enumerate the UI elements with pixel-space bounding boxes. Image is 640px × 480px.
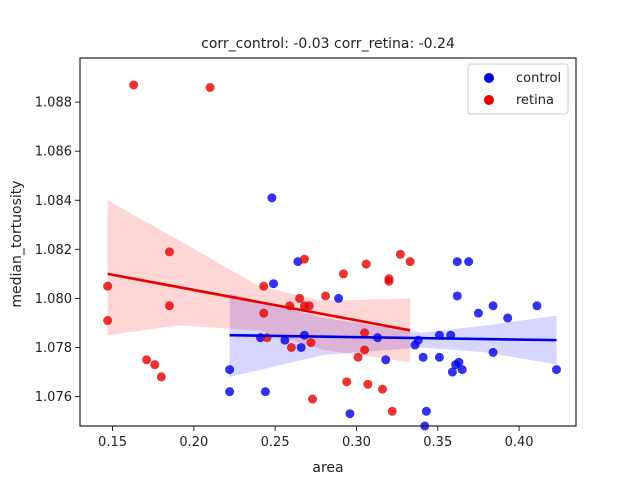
x-axis-label: area bbox=[312, 460, 343, 476]
data-point-retina bbox=[377, 384, 387, 394]
data-point-retina bbox=[387, 406, 397, 416]
data-point-control bbox=[447, 367, 457, 377]
data-point-control bbox=[473, 308, 483, 318]
data-point-retina bbox=[295, 293, 305, 303]
data-point-control bbox=[452, 291, 462, 301]
data-point-control bbox=[418, 352, 428, 362]
y-tick-label: 1.088 bbox=[35, 96, 72, 111]
data-point-control bbox=[225, 365, 235, 375]
x-tick-label: 0.20 bbox=[179, 435, 208, 450]
data-point-control bbox=[225, 387, 235, 397]
data-point-retina bbox=[405, 257, 415, 267]
legend: control retina bbox=[467, 63, 569, 115]
y-tick-label: 1.080 bbox=[35, 292, 72, 307]
y-axis-label: median_tortuosity bbox=[9, 180, 25, 307]
data-point-retina bbox=[164, 247, 174, 257]
regression-lines bbox=[107, 272, 557, 342]
data-point-control bbox=[464, 257, 474, 267]
data-point-retina bbox=[360, 328, 370, 338]
plot-frame bbox=[79, 57, 577, 427]
data-point-retina bbox=[384, 276, 394, 286]
x-tick-label: 0.40 bbox=[505, 435, 534, 450]
data-point-retina bbox=[353, 352, 363, 362]
data-point-control bbox=[267, 193, 277, 203]
data-point-control bbox=[345, 409, 355, 419]
data-point-control bbox=[488, 301, 498, 311]
data-point-retina bbox=[360, 345, 370, 355]
data-point-retina bbox=[150, 360, 160, 370]
confidence-bands bbox=[107, 200, 557, 377]
data-point-control bbox=[381, 355, 391, 365]
fit-line-retina bbox=[107, 272, 411, 332]
plot-area bbox=[103, 80, 561, 431]
x-tick-label: 0.25 bbox=[261, 435, 290, 450]
y-tick-label: 1.086 bbox=[35, 145, 72, 160]
y-tick-label: 1.082 bbox=[35, 243, 72, 258]
data-point-control bbox=[280, 335, 290, 345]
confidence-band-control bbox=[229, 293, 557, 377]
data-point-control bbox=[296, 342, 306, 352]
data-point-retina bbox=[304, 301, 314, 311]
legend-marker-control bbox=[484, 73, 494, 83]
data-point-retina bbox=[286, 342, 296, 352]
x-ticks: 0.15 0.20 0.25 0.30 0.35 0.40 bbox=[98, 426, 534, 450]
data-point-retina bbox=[342, 377, 352, 387]
data-point-retina bbox=[103, 316, 113, 326]
data-point-control bbox=[260, 387, 270, 397]
data-point-retina bbox=[306, 338, 316, 348]
data-point-control bbox=[532, 301, 542, 311]
y-tick-label: 1.076 bbox=[35, 390, 72, 405]
data-point-retina bbox=[361, 259, 371, 269]
data-point-retina bbox=[259, 308, 269, 318]
data-point-control bbox=[551, 365, 561, 375]
data-point-retina bbox=[299, 254, 309, 264]
data-point-retina bbox=[103, 281, 113, 291]
data-point-retina bbox=[338, 269, 348, 279]
data-point-retina bbox=[321, 291, 331, 301]
legend-marker-retina bbox=[484, 95, 494, 105]
legend-label-retina: retina bbox=[516, 93, 554, 108]
data-point-control bbox=[434, 352, 444, 362]
chart-title: corr_control: -0.03 corr_retina: -0.24 bbox=[201, 36, 455, 52]
legend-label-control: control bbox=[516, 71, 561, 86]
data-point-retina bbox=[395, 249, 405, 259]
data-point-retina bbox=[129, 80, 139, 90]
data-point-retina bbox=[205, 82, 215, 92]
x-tick-label: 0.35 bbox=[423, 435, 452, 450]
data-point-retina bbox=[164, 301, 174, 311]
data-point-retina bbox=[308, 394, 318, 404]
confidence-band-retina bbox=[107, 200, 411, 363]
fit-line-control bbox=[229, 333, 557, 342]
data-point-control bbox=[334, 293, 344, 303]
y-tick-label: 1.078 bbox=[35, 341, 72, 356]
y-tick-label: 1.084 bbox=[35, 194, 72, 209]
data-point-retina bbox=[156, 372, 166, 382]
data-point-control bbox=[269, 279, 279, 289]
data-point-control bbox=[488, 347, 498, 357]
y-ticks: 1.076 1.078 1.080 1.082 1.084 1.086 1.088 bbox=[35, 96, 80, 405]
x-tick-label: 0.15 bbox=[98, 435, 127, 450]
data-point-control bbox=[503, 313, 513, 323]
x-tick-label: 0.30 bbox=[342, 435, 371, 450]
data-point-retina bbox=[259, 281, 269, 291]
data-point-control bbox=[421, 406, 431, 416]
scatter-points bbox=[103, 80, 561, 431]
data-point-control bbox=[457, 365, 467, 375]
data-point-retina bbox=[142, 355, 152, 365]
data-point-control bbox=[454, 357, 464, 367]
data-point-retina bbox=[363, 379, 373, 389]
data-point-control bbox=[452, 257, 462, 267]
